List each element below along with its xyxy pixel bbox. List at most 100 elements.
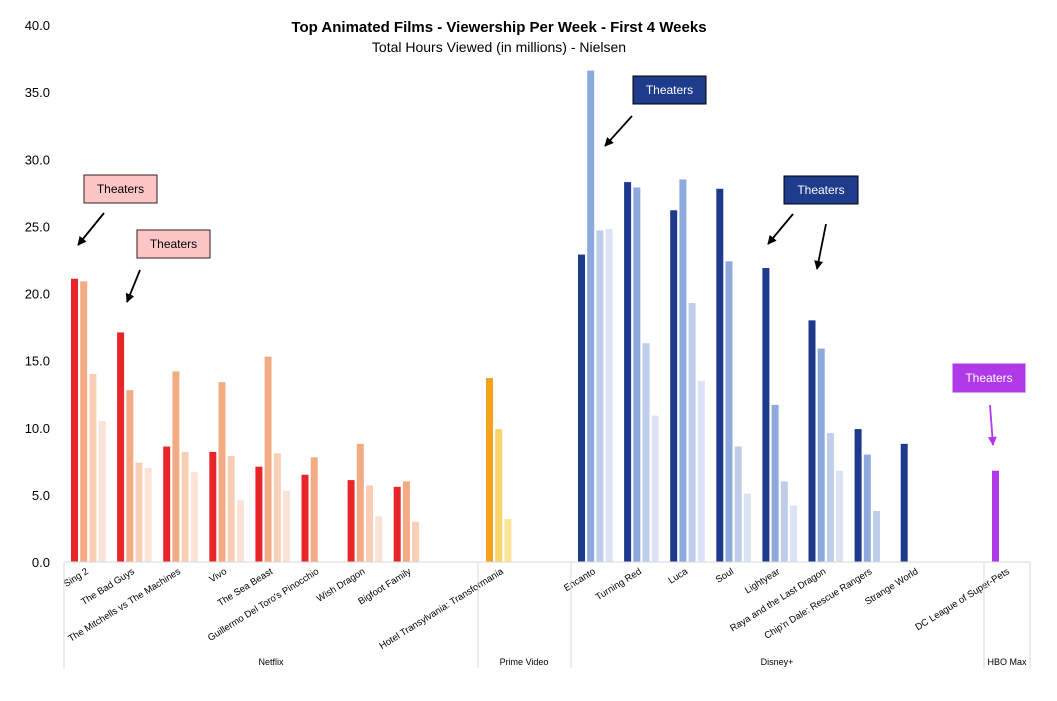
annotations: Theaters Theaters Theaters Theaters Theaters [77, 75, 1026, 446]
bar [163, 446, 171, 562]
bar [697, 380, 705, 562]
bar [651, 415, 659, 562]
chart-subtitle: Total Hours Viewed (in millions) - Niels… [372, 39, 626, 55]
bar [826, 433, 834, 562]
bar [283, 490, 290, 562]
y-axis: 0.0 5.0 10.0 15.0 20.0 25.0 30.0 35.0 40.0 [25, 18, 50, 570]
x-tick-label: Vivo [208, 566, 229, 585]
y-tick-label: 30.0 [25, 152, 50, 167]
bar [762, 267, 770, 562]
bar [98, 421, 106, 562]
bar [486, 378, 493, 562]
x-tick-label: DC League of Super-Pets [913, 566, 1011, 633]
bar [808, 320, 816, 562]
bar [578, 254, 585, 562]
bar [181, 451, 189, 562]
group-label: Netflix [258, 657, 284, 667]
bar [412, 521, 420, 562]
bar [80, 281, 88, 562]
bar [642, 343, 650, 562]
x-tick-label: Luca [666, 566, 690, 587]
bar [817, 348, 825, 562]
bars [71, 70, 999, 563]
bar [688, 302, 696, 562]
annotation-arrow [987, 404, 997, 446]
annotation-arrow [125, 269, 141, 303]
annotation-box [83, 174, 158, 204]
bar [790, 505, 797, 562]
y-tick-label: 15.0 [25, 354, 50, 369]
x-tick-label: Sing 2 [62, 566, 91, 590]
annotation-box [632, 75, 707, 105]
x-tick-label: Lightyear [743, 566, 782, 596]
bar [135, 462, 143, 562]
bar [356, 443, 364, 562]
bar [771, 404, 779, 562]
bar [596, 230, 604, 562]
bar [734, 446, 742, 562]
group-label: HBO Max [987, 657, 1027, 667]
group-label: Prime Video [500, 657, 549, 667]
y-tick-label: 5.0 [32, 488, 50, 503]
bar [375, 516, 383, 562]
bar [633, 187, 641, 562]
group-label: Disney+ [761, 657, 794, 667]
y-tick-label: 40.0 [25, 18, 50, 33]
bar [863, 454, 871, 562]
bar [117, 332, 125, 562]
annotation-box [783, 175, 859, 205]
annotation-label: Theaters [646, 83, 693, 97]
annotation-arrow [77, 212, 105, 246]
x-tick-label: Soul [714, 566, 736, 585]
bar [264, 356, 272, 562]
bar [273, 453, 281, 562]
bar [347, 480, 355, 562]
bar [366, 485, 373, 562]
bar [605, 229, 613, 562]
bar [227, 455, 235, 562]
bar [836, 470, 844, 562]
annotation-arrow [767, 213, 794, 245]
bar [209, 451, 217, 562]
bar [310, 457, 318, 562]
bar [144, 468, 152, 562]
bar [624, 182, 632, 562]
bar [670, 210, 678, 562]
annotation-arrow [604, 115, 633, 147]
annotation-box [952, 363, 1026, 393]
bar [854, 429, 862, 562]
bar [495, 429, 503, 562]
bar [716, 188, 724, 562]
y-tick-label: 25.0 [25, 219, 50, 234]
annotation-label: Theaters [150, 237, 197, 251]
bar [679, 179, 687, 562]
bar [71, 278, 78, 562]
annotation-arrow [814, 223, 827, 270]
bar [900, 443, 908, 562]
bar [725, 261, 733, 562]
bar [393, 486, 401, 562]
annotation-box [136, 229, 211, 259]
annotation-label: Theaters [97, 182, 144, 196]
bar [218, 382, 226, 562]
annotation-label: Theaters [797, 183, 844, 197]
y-tick-label: 20.0 [25, 287, 50, 302]
bar [172, 371, 180, 562]
bar [236, 500, 244, 562]
bar [587, 70, 595, 563]
bar [992, 470, 999, 562]
bar [255, 466, 263, 562]
bar [504, 519, 512, 562]
bar [873, 510, 880, 562]
bar [190, 472, 198, 562]
bar [301, 474, 309, 562]
chart-title: Top Animated Films - Viewership Per Week… [291, 19, 706, 36]
x-tick-label: Turning Red [594, 566, 644, 603]
x-tick-label: Encanto [562, 566, 597, 594]
annotation-label: Theaters [965, 371, 1012, 385]
bar [402, 481, 410, 562]
y-tick-label: 35.0 [25, 85, 50, 100]
bar [780, 481, 788, 562]
